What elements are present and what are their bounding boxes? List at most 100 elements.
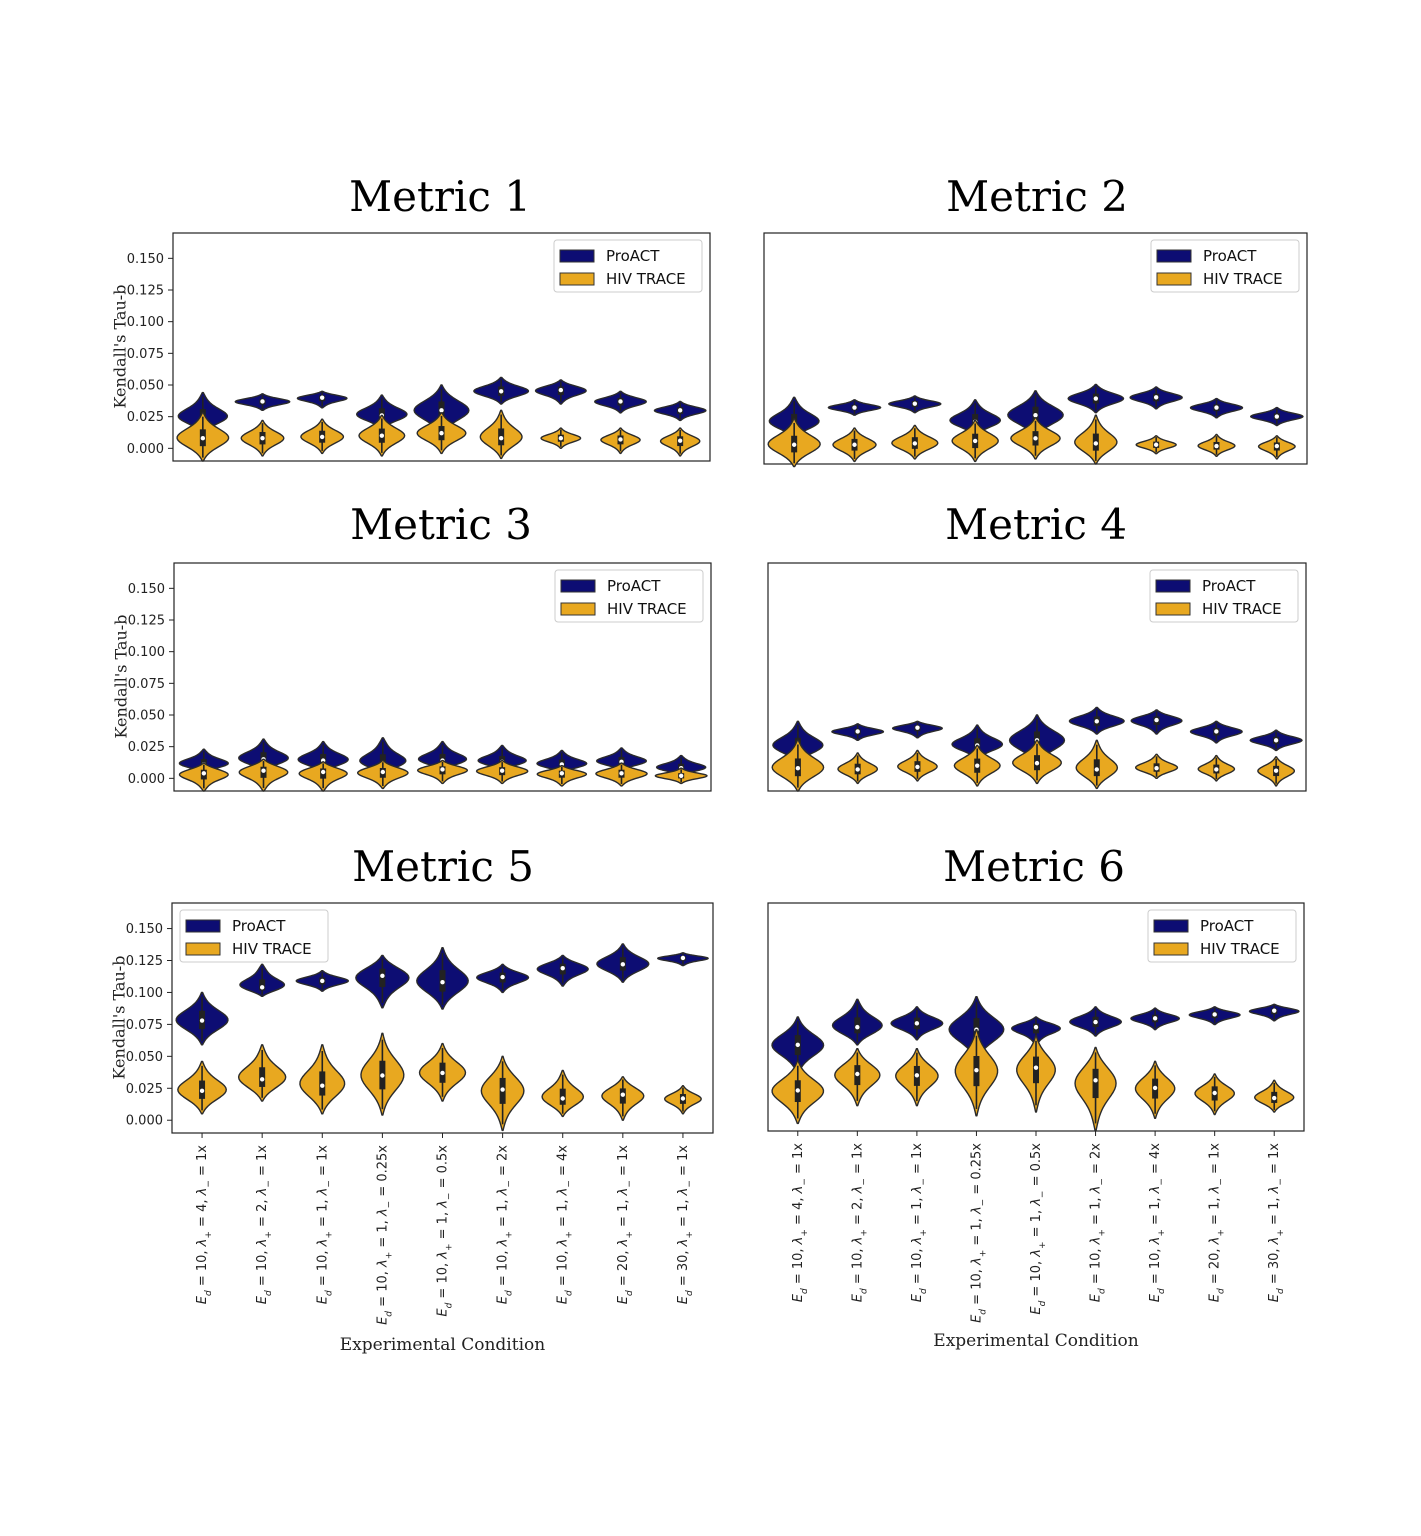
violin-plot-svg: ProACT HIV TRACE — [767, 562, 1307, 792]
x-tick-label: Ed = 30, λ+ = 1, λ− = 1x — [676, 1145, 695, 1305]
iqr-box — [1033, 1056, 1039, 1084]
median-dot — [795, 1042, 800, 1048]
median-dot — [1273, 738, 1279, 743]
median-dot — [558, 436, 564, 441]
y-tick-label: 0.050 — [128, 709, 165, 724]
median-dot — [855, 729, 860, 734]
median-dot — [912, 401, 918, 406]
median-dot — [1093, 396, 1099, 401]
y-tick-label: 0.150 — [126, 922, 163, 937]
legend-label: HIV TRACE — [1203, 270, 1283, 288]
legend-swatch — [1156, 249, 1192, 263]
y-tick-label: 0.125 — [128, 614, 165, 629]
legend-label: ProACT — [1202, 577, 1256, 595]
median-dot — [680, 955, 686, 961]
median-dot — [974, 1068, 979, 1073]
median-dot — [320, 978, 325, 984]
median-dot — [1152, 1085, 1158, 1091]
iqr-box — [319, 1071, 326, 1096]
legend-swatch — [559, 249, 595, 263]
median-dot — [319, 434, 325, 440]
x-tick-label: Ed = 10, λ+ = 1, λ− = 2x — [496, 1145, 515, 1305]
legend-label: HIV TRACE — [1200, 940, 1280, 958]
x-tick-label: Ed = 10, λ+ = 1, λ− = 1x — [315, 1145, 334, 1305]
x-tick-text: Ed = 20, λ+ = 1, λ− = 1x — [616, 1145, 635, 1305]
median-dot — [1214, 443, 1219, 449]
x-tick-label: Ed = 10, λ+ = 1, λ− = 4x — [556, 1145, 575, 1305]
median-dot — [1093, 441, 1099, 446]
median-dot — [852, 405, 857, 410]
y-tick-label: 0.125 — [127, 284, 164, 299]
x-tick-text: Ed = 10, λ+ = 1, λ− = 2x — [1089, 1143, 1108, 1303]
x-tick-text: Ed = 10, λ+ = 4, λ− = 1x — [195, 1145, 214, 1305]
median-dot — [201, 771, 207, 776]
legend-label: HIV TRACE — [607, 600, 687, 618]
median-dot — [380, 769, 386, 775]
y-tick-label: 0.000 — [128, 772, 165, 787]
median-dot — [440, 767, 445, 772]
median-dot — [379, 433, 385, 438]
median-dot — [1093, 1078, 1098, 1083]
x-tick-label: Ed = 10, λ+ = 4, λ− = 1x — [195, 1145, 214, 1305]
median-dot — [855, 1024, 860, 1030]
legend-swatch — [1155, 602, 1191, 616]
legend: ProACT HIV TRACE — [1150, 239, 1300, 293]
median-dot — [972, 438, 978, 444]
median-dot — [680, 1096, 686, 1101]
legend-swatch — [560, 579, 596, 593]
iqr-box — [259, 1067, 266, 1087]
y-tick-label: 0.150 — [127, 252, 164, 267]
y-tick-label: 0.100 — [127, 315, 164, 330]
x-tick-text: Ed = 10, λ+ = 4, λ− = 1x — [791, 1143, 810, 1303]
panel-title: Metric 6 — [943, 842, 1125, 891]
median-dot — [558, 387, 564, 393]
x-tick-label: Ed = 10, λ+ = 1, λ− = 0.25x — [375, 1145, 394, 1325]
panel-title: Metric 2 — [946, 172, 1128, 221]
median-dot — [912, 441, 918, 446]
y-tick-label: 0.000 — [127, 442, 164, 457]
median-dot — [1153, 442, 1159, 447]
legend-label: ProACT — [607, 577, 661, 595]
median-dot — [560, 1096, 565, 1101]
median-dot — [1093, 1019, 1098, 1025]
legend: ProACT HIV TRACE — [179, 909, 329, 963]
x-tick-text: Ed = 10, λ+ = 1, λ− = 4x — [556, 1145, 575, 1305]
y-tick-label: 0.025 — [127, 410, 164, 425]
x-tick-text: Ed = 10, λ+ = 1, λ− = 0.25x — [375, 1145, 394, 1325]
y-tick-label: 0.025 — [126, 1082, 163, 1097]
panel-title: Metric 5 — [352, 842, 534, 891]
legend-swatch — [185, 919, 221, 933]
median-dot — [1214, 405, 1219, 410]
legend-label: ProACT — [1203, 247, 1257, 265]
x-tick-label: Ed = 20, λ+ = 1, λ− = 1x — [616, 1145, 635, 1305]
legend-swatch — [1153, 942, 1189, 956]
legend: ProACT HIV TRACE — [1149, 569, 1299, 623]
median-dot — [1034, 760, 1040, 766]
x-tick-label: Ed = 10, λ+ = 2, λ− = 1x — [255, 1145, 274, 1305]
legend-label: ProACT — [232, 917, 286, 935]
y-tick-label: 0.050 — [127, 379, 164, 394]
legend-label: HIV TRACE — [606, 270, 686, 288]
median-dot — [1272, 1095, 1277, 1101]
x-tick-text: Ed = 30, λ+ = 1, λ− = 1x — [1267, 1143, 1286, 1303]
median-dot — [855, 767, 860, 772]
median-dot — [620, 1092, 626, 1097]
median-dot — [260, 399, 265, 404]
median-dot — [199, 1018, 205, 1023]
median-dot — [1212, 1090, 1217, 1096]
median-dot — [1152, 1016, 1158, 1021]
x-tick-label: Ed = 10, λ+ = 1, λ− = 4x — [1148, 1143, 1167, 1303]
median-dot — [1153, 395, 1159, 400]
x-tick-text: Ed = 20, λ+ = 1, λ− = 1x — [1208, 1143, 1227, 1303]
median-dot — [1272, 1008, 1277, 1013]
x-tick-text: Ed = 10, λ+ = 1, λ− = 4x — [1148, 1143, 1167, 1303]
median-dot — [1094, 719, 1099, 724]
violin-plot-svg: 0.150 0.125 0.100 0.075 0.050 0.025 0.000 ProAC… — [127, 232, 711, 462]
median-dot — [618, 399, 623, 404]
median-dot — [678, 773, 684, 778]
median-dot — [677, 438, 683, 443]
violin-plot-svg: 0.150 0.125 0.100 0.075 0.050 0.025 0.000 ProAC… — [128, 562, 712, 792]
legend-label: HIV TRACE — [232, 940, 312, 958]
legend: ProACT HIV TRACE — [1147, 909, 1297, 963]
median-dot — [199, 1088, 205, 1094]
